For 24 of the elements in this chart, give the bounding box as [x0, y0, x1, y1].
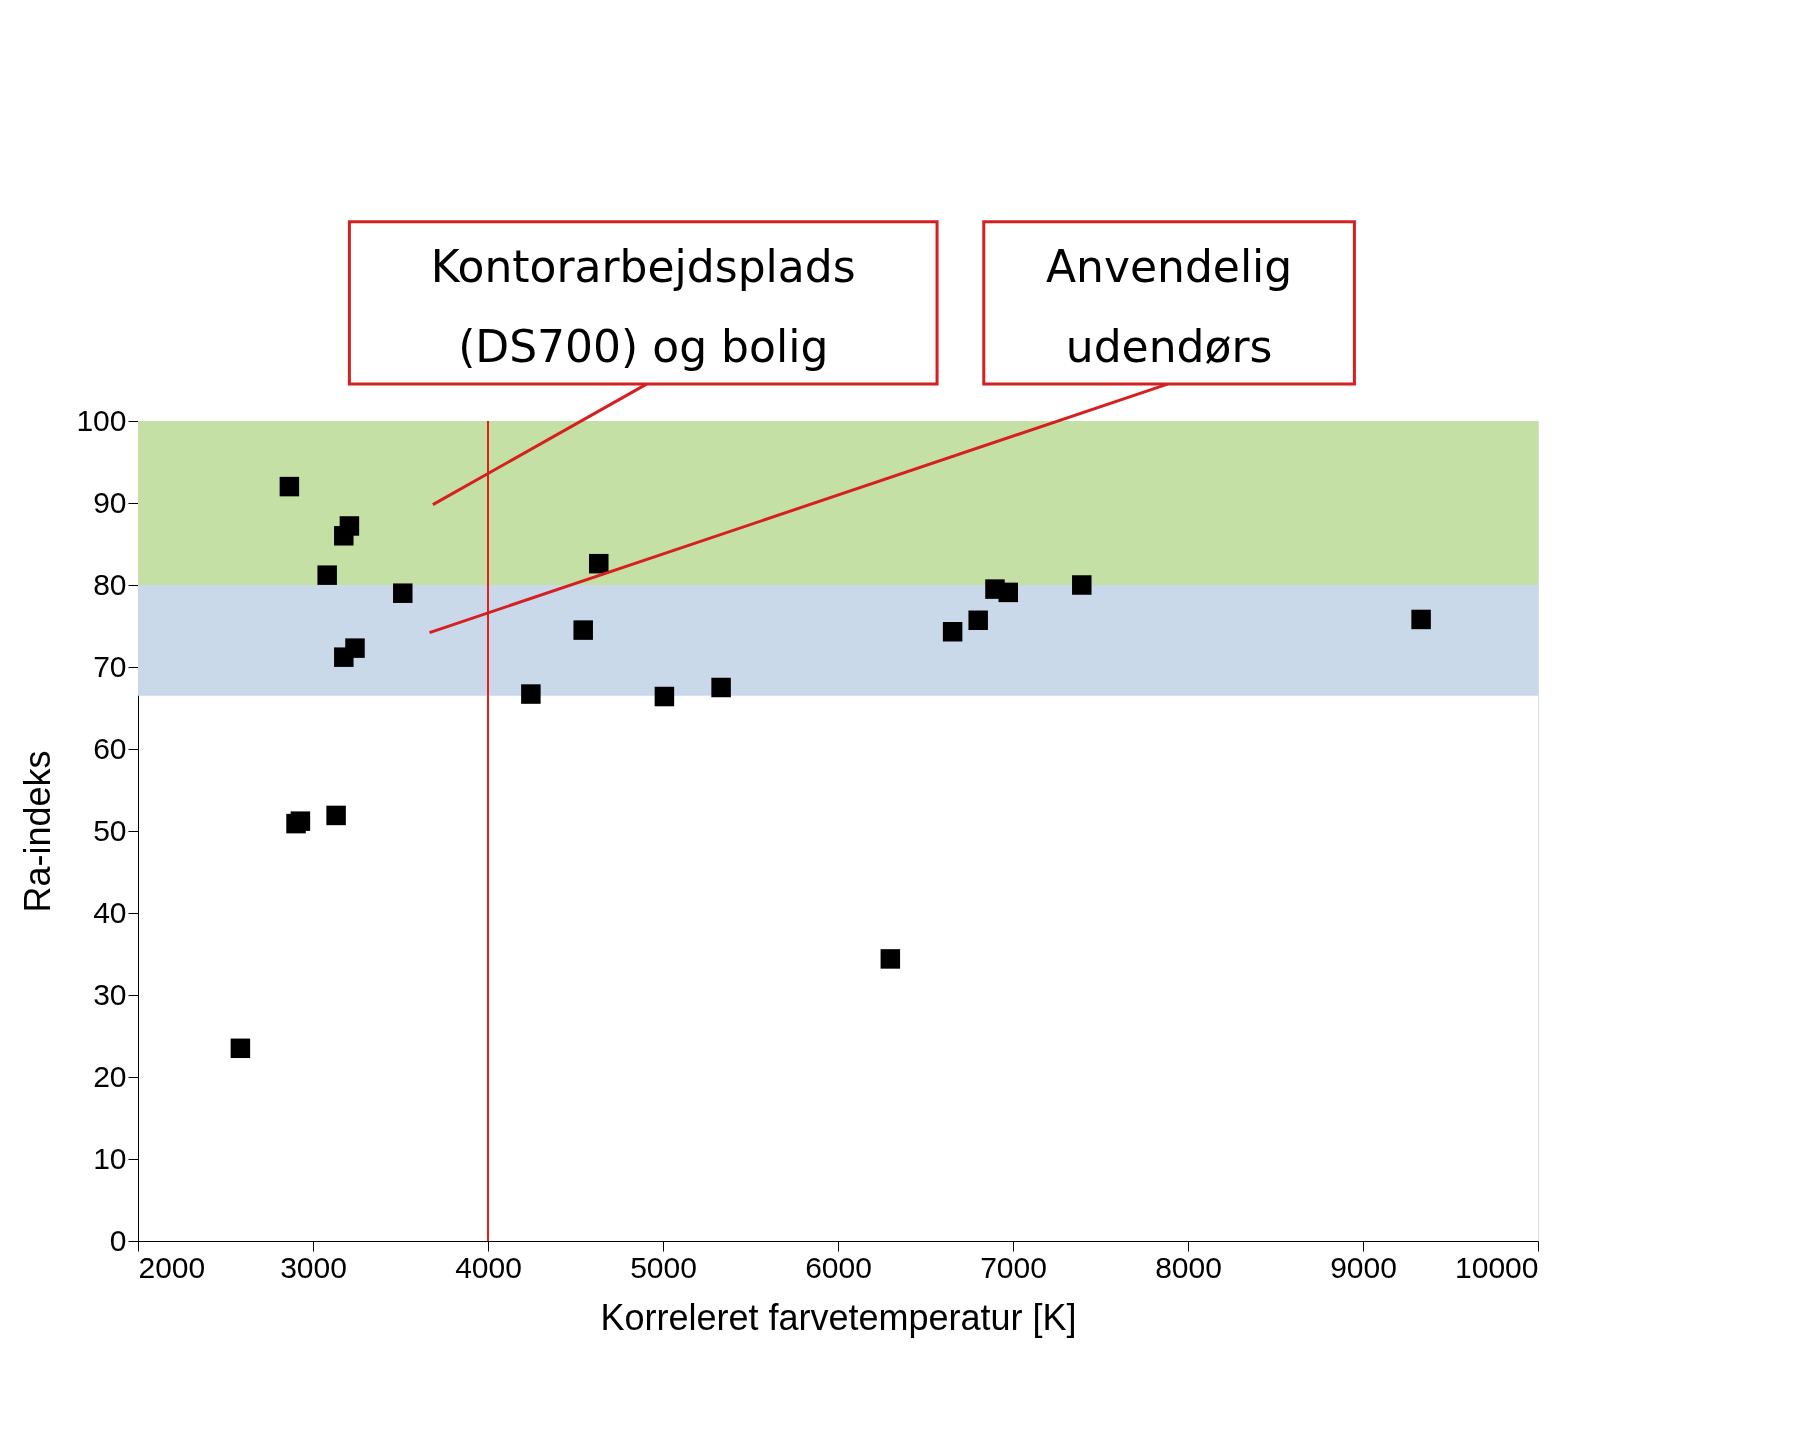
x-tick-label: 7000 — [980, 1250, 1047, 1284]
y-tick-label: 40 — [93, 895, 127, 929]
x-tick-label: 4000 — [455, 1250, 522, 1284]
text: Kontorarbejdsplads (DS700) og bolig — [430, 241, 856, 373]
x-tick-label: 8000 — [1155, 1250, 1222, 1284]
x-tick-label: 3000 — [280, 1250, 347, 1284]
y-tick-label: 100 — [76, 403, 127, 437]
y-tick-label: 30 — [93, 977, 127, 1011]
x-tick-label: 5000 — [630, 1250, 697, 1284]
y-tick-label: 10 — [93, 1141, 127, 1175]
x-tick-label: 6000 — [805, 1250, 872, 1284]
y-tick-label: 20 — [93, 1059, 127, 1093]
y-tick-label: 60 — [93, 731, 127, 765]
y-tick-label: 0 — [109, 1223, 127, 1257]
y-tick-label: 70 — [93, 649, 127, 683]
x-tick-label: 9000 — [1330, 1250, 1397, 1284]
text: Anvendelig udendørs — [1045, 241, 1293, 373]
y-tick-label: 90 — [93, 485, 127, 519]
y-tick-label: 80 — [93, 567, 127, 601]
x-tick-label: 10000 — [1455, 1250, 1539, 1284]
x-axis-title: Korreleret farvetemperatur [K] — [600, 1296, 1077, 1338]
y-tick-label: 50 — [93, 813, 127, 847]
x-tick-label: 2000 — [138, 1250, 206, 1284]
y-axis-title: Ra-indeks — [17, 750, 59, 913]
